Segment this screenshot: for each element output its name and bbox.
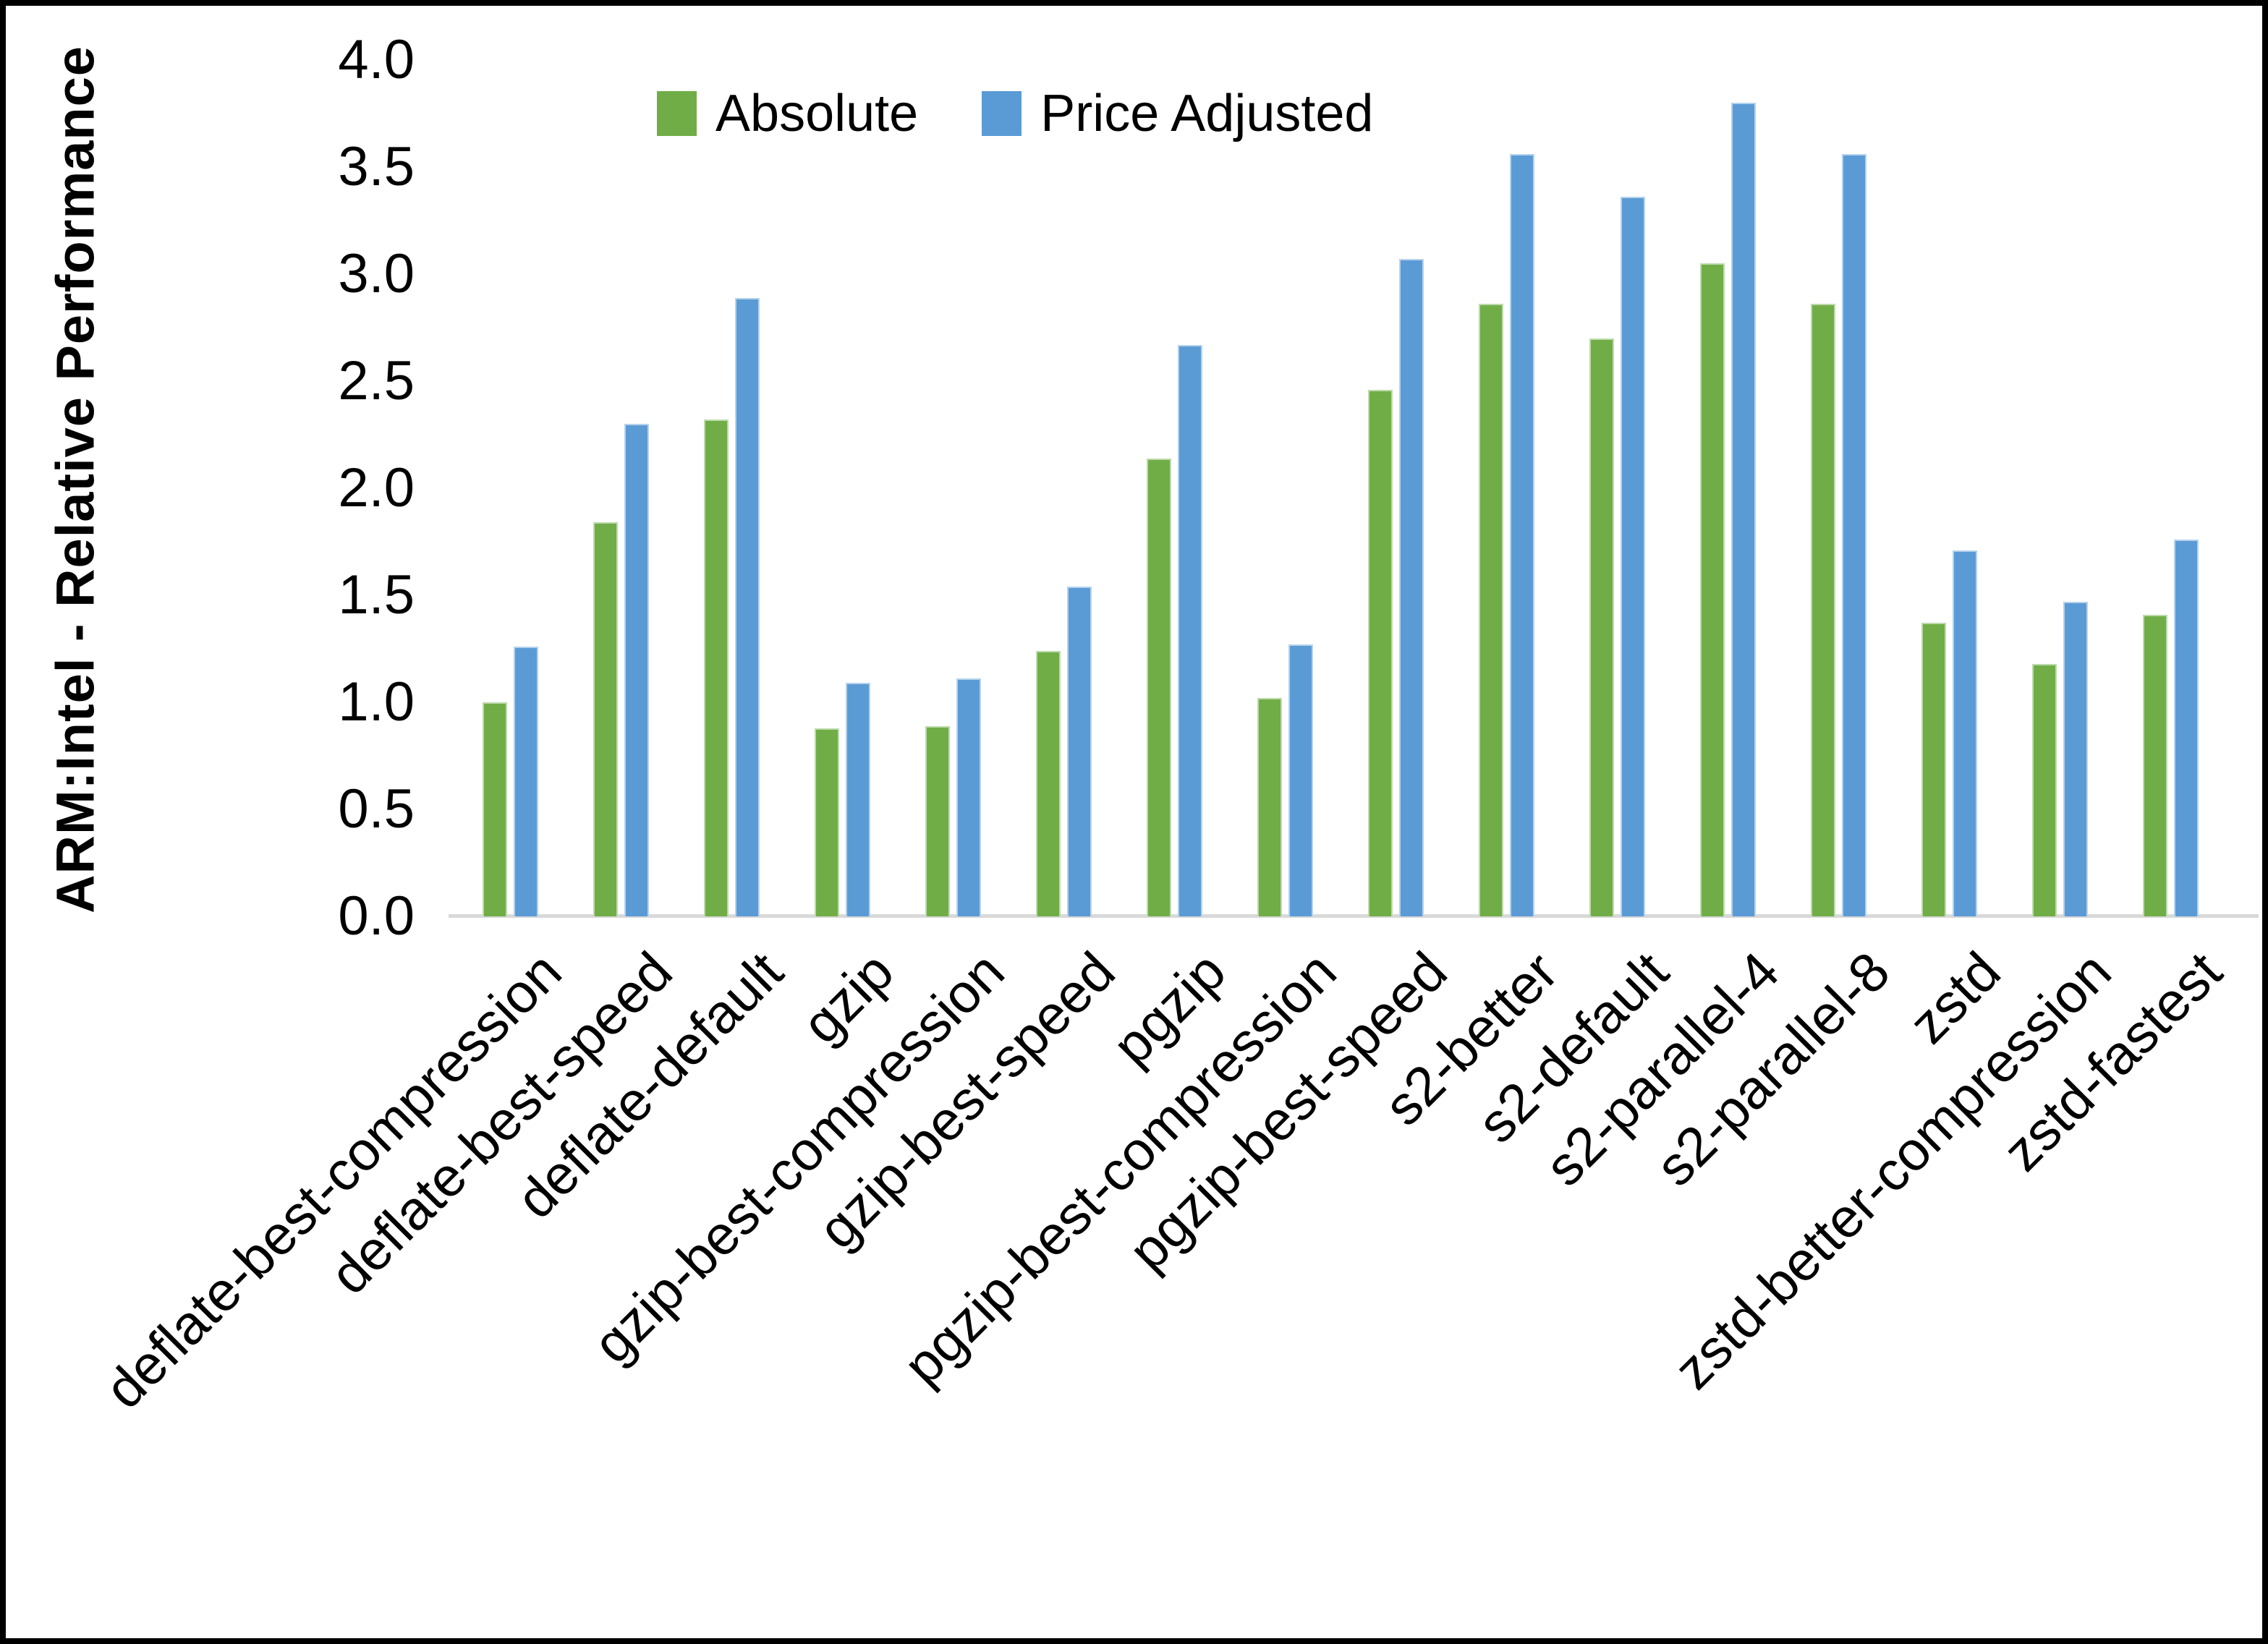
bar-absolute-pgzip-best-speed [1368,390,1393,916]
legend-item-absolute: Absolute [657,84,918,143]
legend-item-price-adjusted: Price Adjusted [982,84,1373,143]
bar-absolute-s2-better [1479,304,1503,916]
bar-price-adjusted-zstd-better-compression [2063,602,2088,916]
bar-absolute-s2-parallel-4 [1700,263,1725,916]
bar-price-adjusted-s2-default [1621,197,1645,916]
bar-absolute-gzip [815,728,839,916]
legend-label-price-adjusted: Price Adjusted [1040,85,1374,142]
bar-absolute-zstd-better-compression [2032,664,2057,916]
bar-absolute-pgzip-best-compression [1257,698,1282,916]
bar-price-adjusted-deflate-default [735,298,760,916]
y-tick-label-0.5: 0.5 [338,778,415,840]
legend-swatch-price-adjusted [982,91,1022,136]
y-tick-label-1.0: 1.0 [338,671,415,733]
y-tick-label-4.0: 4.0 [338,29,415,90]
bar-price-adjusted-gzip [846,683,870,916]
bar-price-adjusted-gzip-best-compression [956,678,981,916]
bar-price-adjusted-s2-better [1510,154,1534,916]
y-tick-label-3.5: 3.5 [338,136,415,197]
bar-price-adjusted-s2-parallel-8 [1842,154,1866,916]
bar-absolute-deflate-default [704,419,729,916]
bar-absolute-zstd-fastest [2143,615,2167,916]
legend: Absolute Price Adjusted [657,84,1373,143]
legend-swatch-absolute [657,91,697,136]
bar-price-adjusted-s2-parallel-4 [1731,103,1756,916]
bar-absolute-zstd [1921,623,1946,916]
bar-price-adjusted-zstd [1953,550,1977,916]
legend-label-absolute: Absolute [715,85,919,142]
bar-absolute-pgzip [1147,459,1171,916]
bar-absolute-deflate-best-compression [483,702,507,916]
bar-price-adjusted-pgzip-best-compression [1288,644,1313,916]
bar-price-adjusted-pgzip-best-speed [1399,259,1424,916]
bar-price-adjusted-pgzip [1178,345,1202,916]
bar-price-adjusted-gzip-best-speed [1067,587,1092,916]
bar-absolute-s2-default [1589,338,1614,916]
bar-price-adjusted-deflate-best-compression [514,647,538,916]
y-tick-label-1.5: 1.5 [338,564,415,626]
y-tick-label-0.0: 0.0 [338,885,415,947]
y-tick-label-2.0: 2.0 [338,457,415,519]
x-axis-line [449,914,2259,918]
bar-absolute-gzip-best-compression [925,726,950,916]
bar-absolute-gzip-best-speed [1036,651,1061,916]
bar-price-adjusted-zstd-fastest [2174,540,2199,916]
bar-absolute-s2-parallel-8 [1811,304,1835,916]
bar-price-adjusted-deflate-best-speed [624,424,649,916]
y-tick-label-2.5: 2.5 [338,350,415,412]
x-label-deflate-best-compression: deflate-best-compression [93,940,574,1421]
y-tick-label-3.0: 3.0 [338,243,415,304]
bar-absolute-deflate-best-speed [593,522,618,916]
